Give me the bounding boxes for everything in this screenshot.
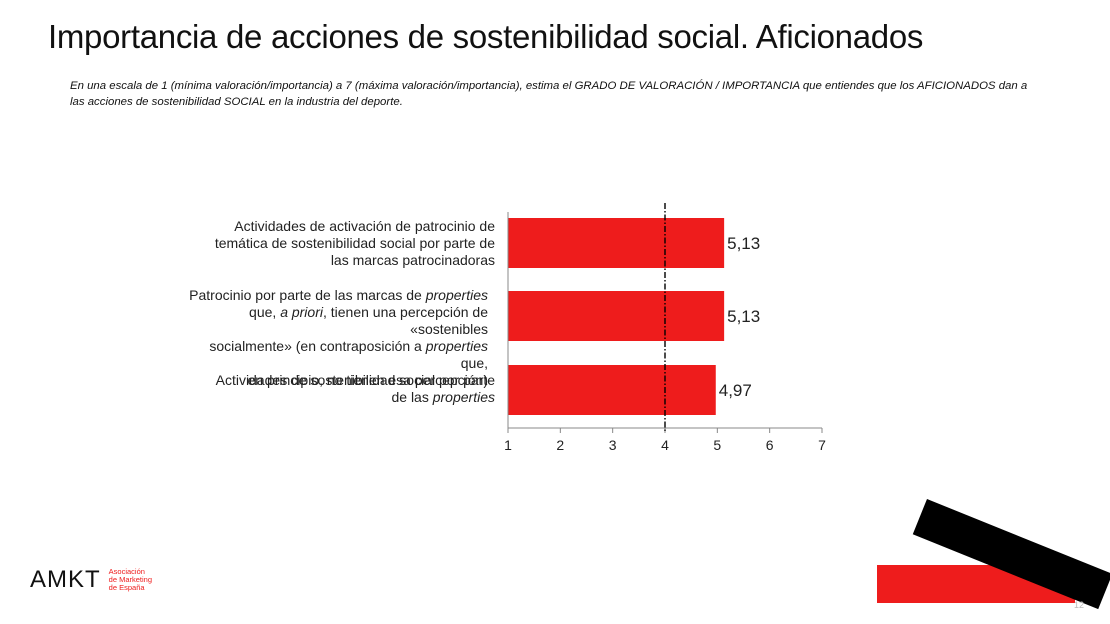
- amkt-logo: AMKT Asociación de Marketing de España: [30, 568, 169, 592]
- page-number: 12: [1074, 600, 1085, 610]
- x-tick-label-7: 7: [818, 437, 826, 453]
- category-label-1: Actividades de activación de patrocinio …: [214, 218, 495, 268]
- page-subtitle: En una escala de 1 (mínima valoración/im…: [70, 80, 1028, 108]
- value-label-1: 5,13: [727, 234, 760, 253]
- x-tick-label-4: 4: [661, 437, 669, 453]
- category-label-2: Patrocinio por parte de las marcas de pr…: [189, 287, 488, 388]
- bar-1: [508, 218, 725, 268]
- logo-org-name: Asociación de Marketing de España: [108, 567, 153, 592]
- logo-mark: AMKT: [30, 566, 101, 593]
- bar-2: [508, 291, 725, 341]
- x-tick-label-5: 5: [713, 437, 721, 453]
- x-tick-label-3: 3: [609, 437, 617, 453]
- bar-3: [508, 365, 716, 415]
- value-label-2: 5,13: [727, 307, 760, 326]
- x-tick-label-6: 6: [766, 437, 774, 453]
- x-tick-label-2: 2: [556, 437, 564, 453]
- value-label-3: 4,97: [719, 381, 752, 400]
- page-title: Importancia de acciones de sostenibilida…: [48, 18, 924, 55]
- x-tick-label-1: 1: [504, 437, 512, 453]
- category-label-3: Actividades de sostenibilidad social por…: [215, 372, 495, 405]
